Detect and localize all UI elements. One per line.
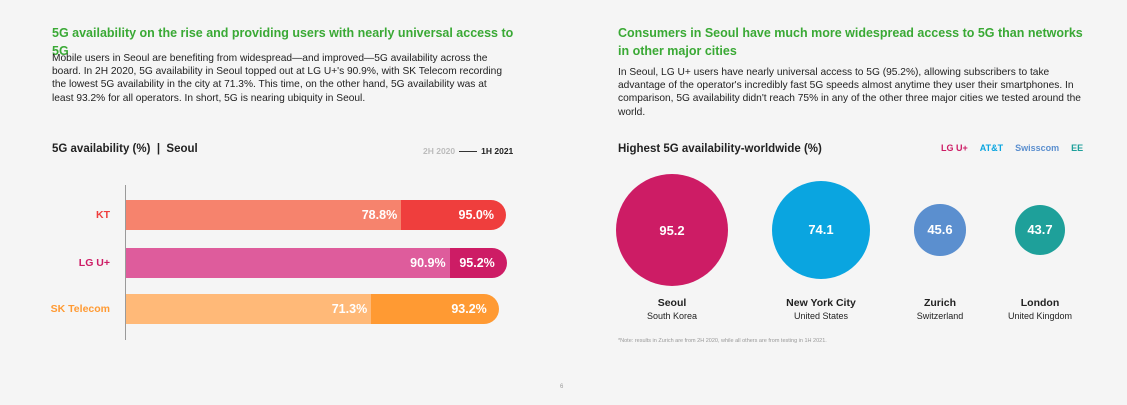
bubble-country-label: United Kingdom <box>1007 311 1073 321</box>
bar-value-2h-2020: 71.3% <box>331 302 368 316</box>
bubble-new-york-city: 74.1 <box>771 180 871 280</box>
bubble-london: 43.7 <box>1014 204 1066 256</box>
legend-dash <box>459 150 478 152</box>
bar-value-1h-2021: 95.2% <box>459 256 495 270</box>
bar-value-2h-2020: 90.9% <box>410 256 446 270</box>
bubble-country-label: Switzerland <box>916 311 964 321</box>
bar-category-label: SK Telecom <box>50 303 110 315</box>
left-chart-legend: 2H 2020 1H 2021 <box>423 146 513 156</box>
bubble-city-label: New York City <box>786 297 856 309</box>
legend-item: AT&T <box>979 143 1004 153</box>
bar-value-2h-2020: 78.8% <box>361 208 398 222</box>
bar-category-label: KT <box>96 209 110 221</box>
bar-2h-2020 <box>126 248 450 278</box>
bubble-seoul: 95.2 <box>616 174 728 286</box>
legend-item: LG U+ <box>941 143 968 153</box>
footnote: *Note: results in Zurich are from 2H 202… <box>618 338 827 344</box>
legend-item: EE <box>1071 143 1084 153</box>
bubble-zurich: 45.6 <box>914 204 966 256</box>
legend-2h-2020: 2H 2020 <box>423 146 456 156</box>
bubble-city-label: Seoul <box>657 297 687 309</box>
page-number: 6 <box>560 384 564 390</box>
bar-value-1h-2021: 93.2% <box>451 302 487 316</box>
bubble-country-label: South Korea <box>646 311 698 321</box>
bar-2h-2020 <box>126 294 372 324</box>
bubble-city-label: London <box>1020 297 1060 309</box>
bubble-country-label: United States <box>793 311 849 321</box>
legend-item: Swisscom <box>1015 143 1060 153</box>
left-body-text: Mobile users in Seoul are benefiting fro… <box>52 53 502 104</box>
bar-chart-axis <box>125 185 126 340</box>
right-body-text: In Seoul, LG U+ users have nearly univer… <box>618 67 1081 118</box>
right-chart-title: Highest 5G availability-worldwide (%) <box>618 143 822 155</box>
left-heading: 5G availability on the rise and providin… <box>52 26 514 58</box>
legend-1h-2021: 1H 2021 <box>481 146 514 156</box>
right-heading: Consumers in Seoul have much more widesp… <box>618 26 1083 58</box>
bar-category-label: LG U+ <box>78 257 110 269</box>
bar-value-1h-2021: 95.0% <box>458 208 494 222</box>
left-chart-title: 5G availability (%) | Seoul <box>52 143 198 155</box>
bubble-city-label: Zurich <box>923 297 957 309</box>
bar-2h-2020 <box>126 200 402 230</box>
bubble-chart-legend: LG U+ AT&T Swisscom EE <box>941 143 1083 153</box>
